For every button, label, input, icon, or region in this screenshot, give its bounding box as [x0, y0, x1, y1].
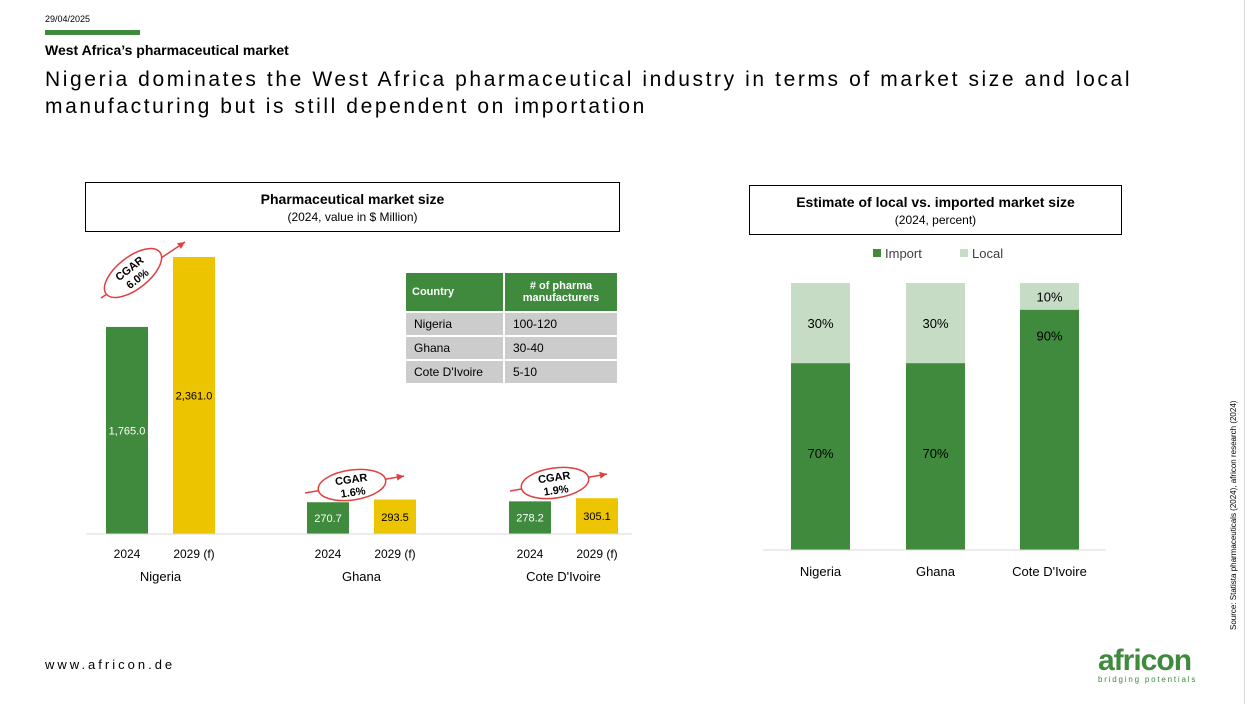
cagr-ellipse	[520, 466, 590, 500]
table-row: Ghana 30-40	[404, 335, 619, 361]
stacked-bar-local	[906, 283, 965, 364]
bar-year-label: 2024	[517, 547, 544, 561]
table-row: Nigeria 100-120	[404, 311, 619, 337]
stacked-bar-local	[791, 283, 850, 364]
bar-year-label: 2024	[315, 547, 342, 561]
cagr-arrow-head	[177, 242, 185, 249]
import-local-chart-title: Estimate of local vs. imported market si…	[796, 194, 1075, 210]
bar-value-label: 305.1	[583, 511, 611, 523]
category-label: Cote D'Ivoire	[1012, 564, 1087, 579]
bar-value-label: 293.5	[381, 512, 409, 524]
legend-label-import: Import	[885, 246, 922, 261]
section-title: West Africa’s pharmaceutical market	[45, 42, 289, 58]
bar-ghana-0	[307, 502, 349, 534]
table-header-country: Country	[404, 271, 505, 313]
cagr-ellipse	[103, 247, 163, 299]
website-link[interactable]: www.africon.de	[45, 657, 176, 672]
table-cell: 30-40	[503, 335, 619, 361]
import-local-chart-subtitle: (2024, percent)	[894, 213, 977, 227]
cagr-arrow-head	[599, 471, 607, 479]
stacked-value-label: 70%	[807, 446, 833, 461]
category-label: Nigeria	[800, 564, 842, 579]
bar-nigeria-0	[106, 326, 148, 534]
category-label: Ghana	[916, 564, 956, 579]
cagr-label: CGAR	[334, 472, 368, 488]
bar-year-label: 2029 (f)	[576, 547, 617, 561]
bar-ghana-1	[374, 499, 416, 534]
legend-swatch-local	[960, 249, 968, 257]
bar-value-label: 2,361.0	[176, 391, 213, 403]
group-label: Nigeria	[140, 569, 182, 584]
bar-nigeria-1	[173, 257, 215, 534]
cagr-value: 1.9%	[543, 483, 570, 498]
cagr-ellipse	[317, 468, 387, 502]
bar-value-label: 278.2	[516, 513, 544, 525]
cagr-value: 1.6%	[340, 485, 367, 500]
bar-cotedivoire-1	[576, 498, 618, 534]
page-headline: Nigeria dominates the West Africa pharma…	[45, 68, 1133, 118]
manufacturers-table: Country # of pharma manufacturers Nigeri…	[404, 271, 619, 385]
legend-swatch-import	[873, 249, 881, 257]
stacked-value-label: 90%	[1036, 329, 1062, 344]
group-label: Ghana	[342, 569, 382, 584]
bar-year-label: 2029 (f)	[374, 547, 415, 561]
logo-wordmark: africon	[1098, 644, 1192, 677]
bar-value-label: 270.7	[314, 513, 342, 525]
page-edge-rule	[1244, 0, 1245, 704]
import-local-chart-title-box: Estimate of local vs. imported market si…	[749, 185, 1122, 235]
table-cell: 5-10	[503, 359, 619, 385]
source-note: Source: Statista pharmaceuticals (2024),…	[1229, 400, 1238, 630]
table-cell: Nigeria	[404, 311, 505, 337]
stacked-value-label: 30%	[807, 316, 833, 331]
table-cell: 100-120	[503, 311, 619, 337]
stacked-bar-import	[791, 363, 850, 550]
stacked-value-label: 10%	[1036, 289, 1062, 304]
table-row: Cote D'Ivoire 5-10	[404, 359, 619, 385]
logo-tagline: bridging potentials	[1098, 675, 1198, 684]
stacked-bar-import	[906, 363, 965, 550]
stacked-value-label: 70%	[922, 446, 948, 461]
legend-label-local: Local	[972, 246, 1003, 261]
cagr-arrow-head	[396, 473, 404, 481]
table-header-row: Country # of pharma manufacturers	[404, 271, 619, 313]
bar-year-label: 2024	[114, 547, 141, 561]
bar-value-label: 1,765.0	[109, 425, 146, 437]
group-label: Cote D'Ivoire	[526, 569, 601, 584]
stacked-bar-local	[1020, 283, 1079, 310]
market-size-chart-title: Pharmaceutical market size	[260, 191, 445, 207]
date: 29/04/2025	[45, 14, 91, 24]
market-size-chart-title-box: Pharmaceutical market size (2024, value …	[85, 182, 620, 232]
table-cell: Ghana	[404, 335, 505, 361]
bar-year-label: 2029 (f)	[173, 547, 214, 561]
bar-cotedivoire-0	[509, 501, 551, 534]
accent-bar	[45, 30, 140, 35]
table-cell: Cote D'Ivoire	[404, 359, 505, 385]
market-size-chart-subtitle: (2024, value in $ Million)	[287, 210, 418, 224]
table-header-manufacturers: # of pharma manufacturers	[503, 271, 619, 313]
cagr-label: CGAR	[537, 470, 571, 486]
africon-logo: africon bridging potentials	[1098, 644, 1210, 685]
stacked-bar-import	[1020, 309, 1079, 550]
stacked-value-label: 30%	[922, 316, 948, 331]
